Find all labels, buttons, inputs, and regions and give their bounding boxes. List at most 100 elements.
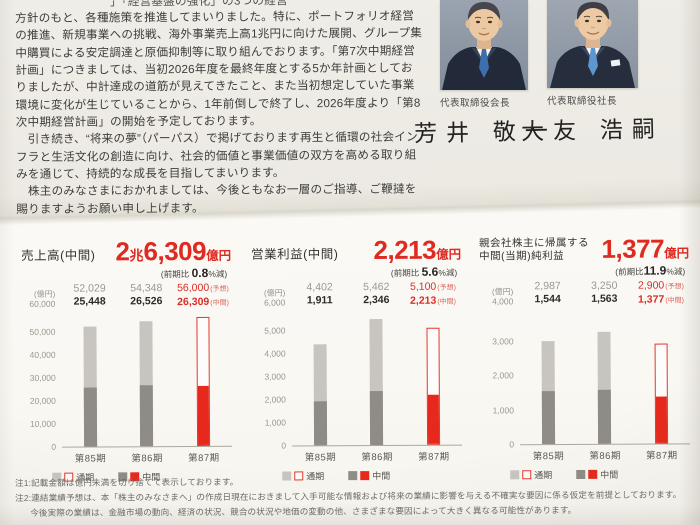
president-block: 代表取締役社長 大友 浩嗣 <box>521 0 664 145</box>
x-axis-label: 第86期 <box>131 453 163 465</box>
interim-value-label: 26,526 <box>130 295 163 308</box>
bars-row <box>291 318 462 446</box>
total-value-label: 5,100(予想) <box>409 280 456 293</box>
total-value-label: 2,987 <box>534 280 561 293</box>
interim-bar-fill <box>541 391 555 445</box>
chart-headline-part: 2 <box>115 236 130 267</box>
fullyear-bar <box>139 321 154 447</box>
bar-value-column: 54,348 26,526 <box>118 282 175 308</box>
chart-headline: 1,377億円 <box>601 233 689 264</box>
y-tick-label: 3,000 <box>492 335 514 346</box>
charts-section: 売上高(中間) 2兆6,309億円 (前期比 0.8%減) (億円) 60,000 50,… <box>0 233 700 483</box>
y-axis-max-label: 6,000 <box>264 297 286 308</box>
x-axis-labels: 第85期 第86期 第87期 <box>520 447 690 462</box>
y-tick-label: 5,000 <box>264 325 286 336</box>
total-value-label: 2,900(予想) <box>637 279 684 292</box>
forecast-bar <box>196 316 211 446</box>
y-tick-label: 1,000 <box>264 417 287 428</box>
y-tick-label: 0 <box>51 441 57 452</box>
fullyear-bar <box>83 326 97 447</box>
president-photo <box>547 0 638 88</box>
forecast-bar <box>654 343 669 444</box>
yoy-note-prefix: (前期比 <box>160 268 192 280</box>
bar-chart: (億円) 6,000 5,000 4,000 3,000 2,000 1,000 0 4,402… <box>251 280 463 483</box>
chart-panel-2: 営業利益(中間) 2,213億円 (前期比 5.6%減) (億円) 6,000 5,000… <box>243 235 468 483</box>
chairman-photo <box>440 0 528 90</box>
x-axis-label: 第87期 <box>188 452 220 465</box>
chart-headline-part: 億円 <box>664 246 690 261</box>
yoy-note: (前期比 5.6%減) <box>251 263 461 279</box>
chart-title-line: 営業利益(中間) <box>251 247 339 262</box>
y-tick-label: 3,000 <box>264 371 286 382</box>
chart-headline-part: 2,213 <box>373 234 437 266</box>
y-axis: (億円) 6,000 5,000 4,000 3,000 2,000 1,000 0 <box>251 281 288 482</box>
chart-title-line: 中間(当期)純利益 <box>479 250 565 263</box>
bar-value-column: 3,250 1,563 <box>576 280 633 306</box>
total-value-label: 4,402 <box>306 281 333 294</box>
fullyear-bar <box>597 331 612 444</box>
y-axis-unit-label: (億円) <box>263 288 286 298</box>
y-tick-label: 4,000 <box>264 348 286 359</box>
chart-panel-1: 売上高(中間) 2兆6,309億円 (前期比 0.8%減) (億円) 60,000 50,… <box>13 236 238 484</box>
chairman-title: 代表取締役会長 <box>440 98 511 109</box>
interim-bar-fill <box>655 396 668 443</box>
bar-value-column: 4,402 1,911 <box>291 281 348 307</box>
letter-line-12: 賜りますようお願い申し上げます。 <box>16 201 204 216</box>
chart-headline-part: 兆 <box>129 247 144 264</box>
interim-value-label: 2,346 <box>363 293 390 307</box>
total-value-label: 5,462 <box>363 280 390 294</box>
y-axis-unit: (億円) 6,000 <box>264 282 285 308</box>
forecast-bar <box>426 327 441 445</box>
total-value-label: 56,000(予想) <box>177 281 229 295</box>
bar-chart: (億円) 4,000 3,000 2,000 1,000 0 2,987 1,544 3,250… <box>479 279 691 481</box>
x-axis-labels: 第85期 第86期 第87期 <box>292 449 462 464</box>
y-axis: (億円) 4,000 3,000 2,000 1,000 0 <box>479 280 516 481</box>
interim-suffix-label: (中間) <box>665 297 685 305</box>
bar-value-column: 56,000(予想) 26,309(中間) <box>175 282 232 308</box>
y-tick-label: 1,000 <box>492 404 514 415</box>
fullyear-bar <box>313 344 327 446</box>
x-axis-label: 第85期 <box>74 453 107 465</box>
interim-bar-fill <box>370 390 384 446</box>
interim-bar-fill <box>313 401 327 446</box>
yoy-note-prefix: (前期比 <box>615 266 644 277</box>
yoy-note-prefix: (前期比 <box>390 267 422 278</box>
bars-row <box>520 331 691 445</box>
total-value-label: 52,029 <box>73 282 106 295</box>
x-axis-label: 第86期 <box>361 451 393 464</box>
bar-value-column: 52,029 25,448 <box>61 282 118 308</box>
bar-value-column: 2,987 1,544 <box>519 280 576 306</box>
yoy-note-value: 0.8 <box>191 265 209 280</box>
bar-value-labels: 2,987 1,544 3,250 1,563 2,900(予想) 1,377(中間) <box>519 279 689 306</box>
bar-value-column: 2,900(予想) 1,377(中間) <box>633 279 690 306</box>
interim-value-label: 1,563 <box>591 292 618 305</box>
yoy-note-suffix: %減) <box>666 266 686 277</box>
chart-title: 親会社株主に帰属する 中間(当期)純利益 <box>479 237 589 264</box>
x-axis-label: 第87期 <box>418 451 450 463</box>
letter-line-11: 株主のみなさまにおかれましては、今後ともなお一層のご指導、ご鞭撻を <box>16 182 417 199</box>
x-axis-label: 第85期 <box>304 452 337 464</box>
chart-panel-3: 親会社株主に帰属する 中間(当期)純利益 1,377億円 (前期比11.9%減) (億円… <box>471 233 696 481</box>
interim-bar-fill <box>427 394 440 444</box>
fullyear-bar <box>541 341 555 445</box>
y-axis-unit: (億円) 60,000 <box>29 283 55 309</box>
chart-headline: 2兆6,309億円 <box>115 236 231 268</box>
president-signature: 大友 浩嗣 <box>520 116 665 145</box>
y-tick-label: 40,000 <box>29 349 56 360</box>
chart-headline-part: 1,377 <box>601 233 665 264</box>
forecast-suffix-label: (予想) <box>665 283 684 291</box>
total-value-label: 3,250 <box>591 279 618 292</box>
y-axis-unit-label: (億円) <box>491 287 514 297</box>
chart-title: 売上高(中間) <box>21 245 95 264</box>
bars-row <box>61 316 232 447</box>
y-tick-label: 0 <box>281 440 287 451</box>
interim-bar-fill <box>83 387 97 447</box>
interim-suffix-label: (中間) <box>210 299 229 307</box>
plot-area <box>61 307 233 448</box>
forecast-suffix-label: (予想) <box>437 284 456 292</box>
chart-title: 営業利益(中間) <box>251 243 338 262</box>
forecast-suffix-label: (予想) <box>210 285 229 293</box>
x-axis-label: 第87期 <box>646 450 678 462</box>
interim-bar-fill <box>197 385 210 445</box>
y-tick-label: 0 <box>509 439 515 450</box>
